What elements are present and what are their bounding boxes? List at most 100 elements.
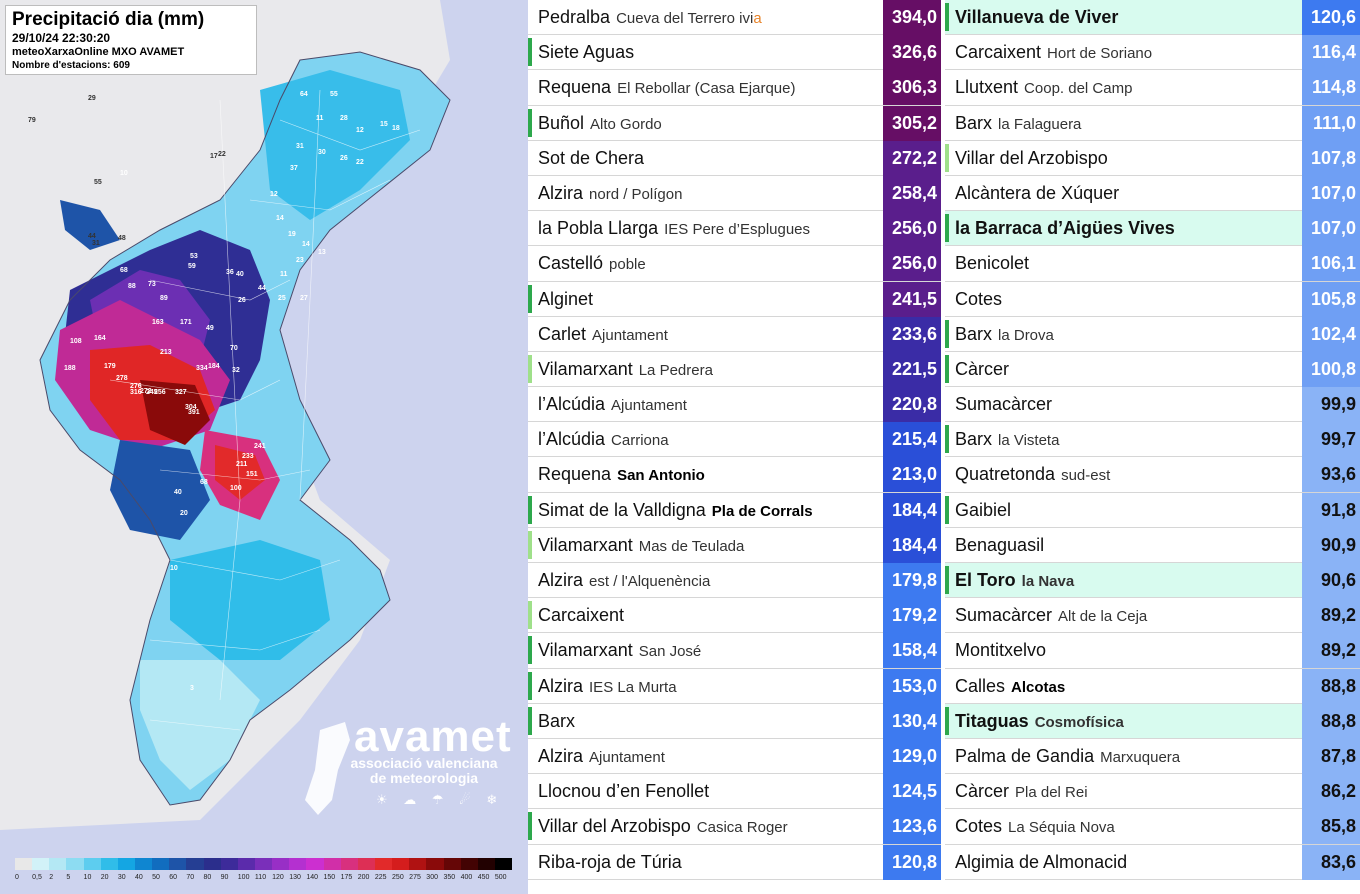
station-row[interactable]: Vilamarxant San José 158,4 <box>528 633 941 669</box>
station-row[interactable]: Villar del Arzobispo 107,8 <box>945 140 1360 176</box>
station-row[interactable]: Llutxent Coop. del Camp 114,8 <box>945 70 1360 106</box>
station-row[interactable]: Calles Alcotas 88,8 <box>945 668 1360 704</box>
precipitation-value: 114,8 <box>1302 70 1360 106</box>
station-status-mark <box>528 354 532 383</box>
station-row[interactable]: Barx la Visteta 99,7 <box>945 422 1360 458</box>
legend-swatch <box>15 858 33 870</box>
station-row[interactable]: Titaguas Cosmofísica 88,8 <box>945 703 1360 739</box>
legend-swatch <box>323 858 341 870</box>
station-row[interactable]: Barx la Drova 102,4 <box>945 316 1360 352</box>
station-row[interactable]: Requena San Antonio 213,0 <box>528 457 941 493</box>
station-location: la Drova <box>998 326 1054 344</box>
station-row[interactable]: El Toro la Nava 90,6 <box>945 563 1360 599</box>
station-row[interactable]: Llocnou d’en Fenollet 124,5 <box>528 774 941 810</box>
legend-tick: 130 <box>289 874 301 881</box>
station-label: 11 <box>280 271 288 278</box>
legend-swatch <box>220 858 238 870</box>
precipitation-value: 221,5 <box>883 351 941 387</box>
station-row[interactable]: l’Alcúdia Ajuntament 220,8 <box>528 387 941 423</box>
station-row[interactable]: Gaibiel 91,8 <box>945 492 1360 528</box>
station-row[interactable]: Palma de Gandia Marxuquera 87,8 <box>945 738 1360 775</box>
station-label: 233 <box>242 453 254 460</box>
station-row[interactable]: Alginet 241,5 <box>528 281 941 317</box>
station-row[interactable]: Barx 130,4 <box>528 703 941 739</box>
station-row[interactable]: Vilamarxant La Pedrera 221,5 <box>528 351 941 388</box>
station-row[interactable]: Càrcer Pla del Rei 86,2 <box>945 774 1360 810</box>
station-municipality: Riba-roja de Túria <box>538 851 682 872</box>
legend-tick: 225 <box>374 874 387 881</box>
logo-name: avamet <box>354 712 512 761</box>
legend-tick: 120 <box>272 874 284 881</box>
station-label: 68 <box>120 267 128 274</box>
station-municipality: Castelló <box>538 253 604 274</box>
station-location: Alt de la Ceja <box>1058 608 1148 626</box>
station-name: Alcàntera de Xúquer <box>955 176 1119 210</box>
station-row[interactable]: Sumacàrcer 99,9 <box>945 387 1360 423</box>
station-municipality: Benicolet <box>955 253 1030 274</box>
station-row[interactable]: Algimia de Almonacid 83,6 <box>945 844 1360 880</box>
station-row[interactable]: Cotes La Séquia Nova 85,8 <box>945 809 1360 845</box>
station-label: 28 <box>340 115 348 122</box>
station-row[interactable]: Villanueva de Viver 120,6 <box>945 0 1360 36</box>
station-label: 32 <box>232 367 240 374</box>
station-row[interactable]: Quatretonda sud-est 93,6 <box>945 457 1360 493</box>
station-status-mark <box>528 495 532 524</box>
station-row[interactable]: Alzira est / l'Alquenència 179,8 <box>528 563 941 599</box>
station-row[interactable]: Pedralba Cueva del Terrero ivia 394,0 <box>528 0 941 36</box>
precipitation-value: 88,8 <box>1302 703 1360 739</box>
precipitation-value: 241,5 <box>883 281 941 317</box>
station-label: 31 <box>296 143 304 150</box>
station-row[interactable]: Sumacàrcer Alt de la Ceja 89,2 <box>945 598 1360 634</box>
station-row[interactable]: Carcaixent Hort de Soriano 116,4 <box>945 35 1360 71</box>
station-municipality: la Pobla Llarga <box>538 218 659 239</box>
station-row[interactable]: Riba-roja de Túria 120,8 <box>528 844 941 880</box>
station-row[interactable]: Castelló poble 256,0 <box>528 246 941 282</box>
station-row[interactable]: Càrcer 100,8 <box>945 351 1360 388</box>
precipitation-value: 106,1 <box>1302 246 1360 282</box>
station-row[interactable]: Siete Aguas 326,6 <box>528 35 941 71</box>
station-row[interactable]: Sot de Chera 272,2 <box>528 140 941 176</box>
station-row[interactable]: Villar del Arzobispo Casica Roger 123,6 <box>528 809 941 845</box>
station-label: 14 <box>302 241 310 248</box>
station-status-mark <box>945 319 949 348</box>
station-row[interactable]: Buñol Alto Gordo 305,2 <box>528 105 941 141</box>
station-row[interactable]: Montitxelvo 89,2 <box>945 633 1360 669</box>
station-label: 44 <box>258 285 266 292</box>
station-municipality: Alginet <box>538 288 594 309</box>
station-label: 89 <box>160 295 168 302</box>
precipitation-value: 90,9 <box>1302 527 1360 563</box>
station-name: Llutxent Coop. del Camp <box>955 70 1132 104</box>
legend-swatch <box>494 858 513 870</box>
station-label: 20 <box>180 510 188 517</box>
station-count: Nombre d'estacions: 609 <box>12 60 130 71</box>
station-municipality: Pedralba <box>538 7 611 27</box>
station-row[interactable]: Simat de la Valldigna Pla de Corrals 184,4 <box>528 492 941 528</box>
station-row[interactable]: Alzira Ajuntament 129,0 <box>528 738 941 775</box>
station-row[interactable]: Benicolet 106,1 <box>945 246 1360 282</box>
station-row[interactable]: Alcàntera de Xúquer 107,0 <box>945 175 1360 212</box>
station-location: La Séquia Nova <box>1008 819 1115 837</box>
station-status-mark <box>945 143 949 172</box>
station-row[interactable]: Alzira nord / Polígon 258,4 <box>528 175 941 212</box>
station-label: 64 <box>300 91 308 98</box>
station-row[interactable]: Vilamarxant Mas de Teulada 184,4 <box>528 527 941 563</box>
station-row[interactable]: l’Alcúdia Carriona 215,4 <box>528 422 941 458</box>
station-row[interactable]: la Pobla Llarga IES Pere d’Esplugues 256,0 <box>528 211 941 247</box>
station-row[interactable]: la Barraca d’Aigües Vives 107,0 <box>945 211 1360 247</box>
station-location: la Falaguera <box>998 115 1082 133</box>
station-row[interactable]: Carlet Ajuntament 233,6 <box>528 316 941 352</box>
precipitation-value: 256,0 <box>883 211 941 247</box>
station-row[interactable]: Carcaixent 179,2 <box>528 598 941 634</box>
station-row[interactable]: Requena El Rebollar (Casa Ejarque) 306,3 <box>528 70 941 106</box>
weather-icons: ☀ ☁ ☂ ☄ ❄ <box>376 792 504 807</box>
station-row[interactable]: Alzira IES La Murta 153,0 <box>528 668 941 704</box>
station-row[interactable]: Benaguasil 90,9 <box>945 527 1360 563</box>
station-label: 163 <box>152 319 164 326</box>
station-label: 40 <box>174 489 182 496</box>
precipitation-value: 89,2 <box>1302 598 1360 634</box>
station-location: IES La Murta <box>589 678 677 696</box>
map-source: meteoXarxaOnline MXO AVAMET <box>12 46 185 58</box>
station-row[interactable]: Barx la Falaguera 111,0 <box>945 105 1360 141</box>
station-row[interactable]: Cotes 105,8 <box>945 281 1360 317</box>
station-name: Carcaixent Hort de Soriano <box>955 35 1152 69</box>
